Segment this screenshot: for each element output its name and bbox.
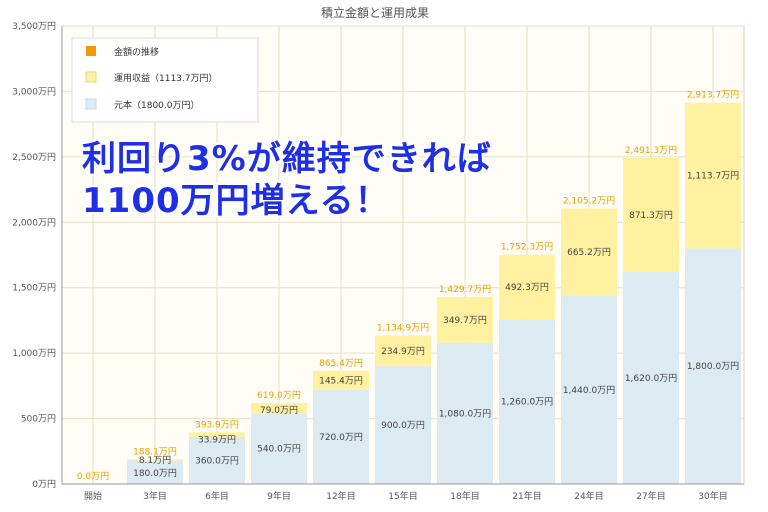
bar-principal [685, 248, 741, 484]
x-tick-label: 27年目 [636, 490, 665, 502]
label-total: 1,134.9万円 [377, 322, 429, 333]
label-total: 2,491.3万円 [625, 145, 677, 156]
label-gain: 8.1万円 [139, 455, 171, 466]
legend-swatch-trend[interactable] [86, 46, 96, 56]
label-total: 1,429.7万円 [439, 284, 491, 295]
bar-principal [251, 413, 307, 484]
label-total: 0.0万円 [77, 471, 109, 482]
label-principal: 1,440.0万円 [563, 385, 615, 396]
label-principal: 540.0万円 [257, 444, 301, 455]
bar-gain [375, 335, 431, 367]
label-principal: 1,620.0万円 [625, 373, 677, 384]
label-principal: 1,080.0万円 [439, 408, 491, 419]
label-gain: 349.7万円 [443, 315, 487, 326]
x-tick-label: 18年目 [450, 490, 479, 502]
bar-gain [251, 402, 307, 414]
headline-overlay: 利回り3%が維持できれば 1100万円増える！ [82, 138, 492, 222]
bar-gain [313, 370, 369, 390]
y-tick-label: 500万円 [21, 414, 56, 425]
legend-box [71, 37, 259, 123]
bar-gain [685, 102, 741, 249]
legend-swatch-principal[interactable] [85, 98, 97, 110]
bars [127, 102, 741, 484]
label-gain: 145.4万円 [319, 375, 363, 386]
bar-principal [375, 366, 431, 484]
label-gain: 1,113.7万円 [687, 171, 739, 182]
headline-line-2: 1100万円増える！ [82, 181, 390, 221]
bar-principal [313, 389, 369, 484]
x-tick-label: 24年目 [574, 490, 603, 502]
legend-label-gain[interactable]: 運用収益（1113.7万円） [114, 72, 218, 84]
bar-gain [561, 208, 617, 296]
label-gain: 665.2万円 [567, 247, 611, 258]
legend-label-trend[interactable]: 金額の推移 [114, 46, 159, 58]
y-tick-label: 1,500万円 [12, 283, 56, 294]
chart-title: 積立金額と運用成果 [321, 5, 429, 20]
label-gain: 234.9万円 [381, 346, 425, 357]
label-principal: 720.0万円 [319, 432, 363, 443]
x-tick-label: 15年目 [388, 490, 417, 502]
bar-principal [561, 295, 617, 484]
x-tick-label: 21年目 [512, 490, 541, 502]
label-total: 619.0万円 [257, 390, 301, 401]
x-tick-label: 6年目 [205, 490, 229, 502]
y-tick-label: 2,500万円 [12, 152, 56, 163]
headline-line-1: 利回り3%が維持できれば [82, 139, 492, 179]
bar-gain [499, 254, 555, 320]
label-total: 865.4万円 [319, 358, 363, 369]
y-tick-label: 2,000万円 [12, 217, 56, 228]
legend-label-principal[interactable]: 元本（1800.0万円） [114, 99, 200, 111]
x-tick-label: 30年目 [698, 490, 727, 502]
bar-principal [437, 342, 493, 484]
legend: 金額の推移 運用収益（1113.7万円） 元本（1800.0万円） [71, 37, 259, 123]
bar-principal [499, 319, 555, 484]
label-total: 2,913.7万円 [687, 90, 739, 101]
label-total: 2,105.2万円 [563, 196, 615, 207]
bar-gain [437, 296, 493, 343]
bar-principal [127, 460, 183, 484]
label-total: 1,752.3万円 [501, 242, 553, 253]
label-gain: 33.9万円 [198, 434, 236, 445]
label-principal: 1,260.0万円 [501, 397, 553, 408]
label-principal: 180.0万円 [133, 468, 177, 479]
bar-principal [623, 272, 679, 484]
x-tick-label: 3年目 [143, 490, 167, 502]
y-tick-label: 0万円 [32, 479, 56, 490]
x-tick-label: 開始 [84, 490, 102, 502]
axes: 0万円 500万円 1,000万円 1,500万円 2,000万円 2,500万円 3,00… [12, 21, 744, 502]
x-tick-label: 12年目 [326, 490, 355, 502]
bar-gain [189, 432, 245, 437]
bar-principal [189, 436, 245, 484]
y-tick-label: 1,000万円 [12, 348, 56, 359]
label-total: 188.1万円 [133, 446, 177, 457]
label-principal: 360.0万円 [195, 455, 239, 466]
label-total: 393.9万円 [195, 419, 239, 430]
y-tick-label: 3,500万円 [12, 21, 56, 32]
bar-gain [127, 459, 183, 461]
bar-gain [623, 157, 679, 273]
x-tick-label: 9年目 [267, 490, 291, 502]
label-gain: 871.3万円 [629, 210, 673, 221]
label-principal: 1,800.0万円 [687, 361, 739, 372]
legend-swatch-gain[interactable] [85, 71, 97, 83]
label-principal: 900.0万円 [381, 420, 425, 431]
label-gain: 492.3万円 [505, 282, 549, 293]
y-tick-label: 3,000万円 [12, 86, 56, 97]
label-gain: 79.0万円 [260, 405, 298, 416]
